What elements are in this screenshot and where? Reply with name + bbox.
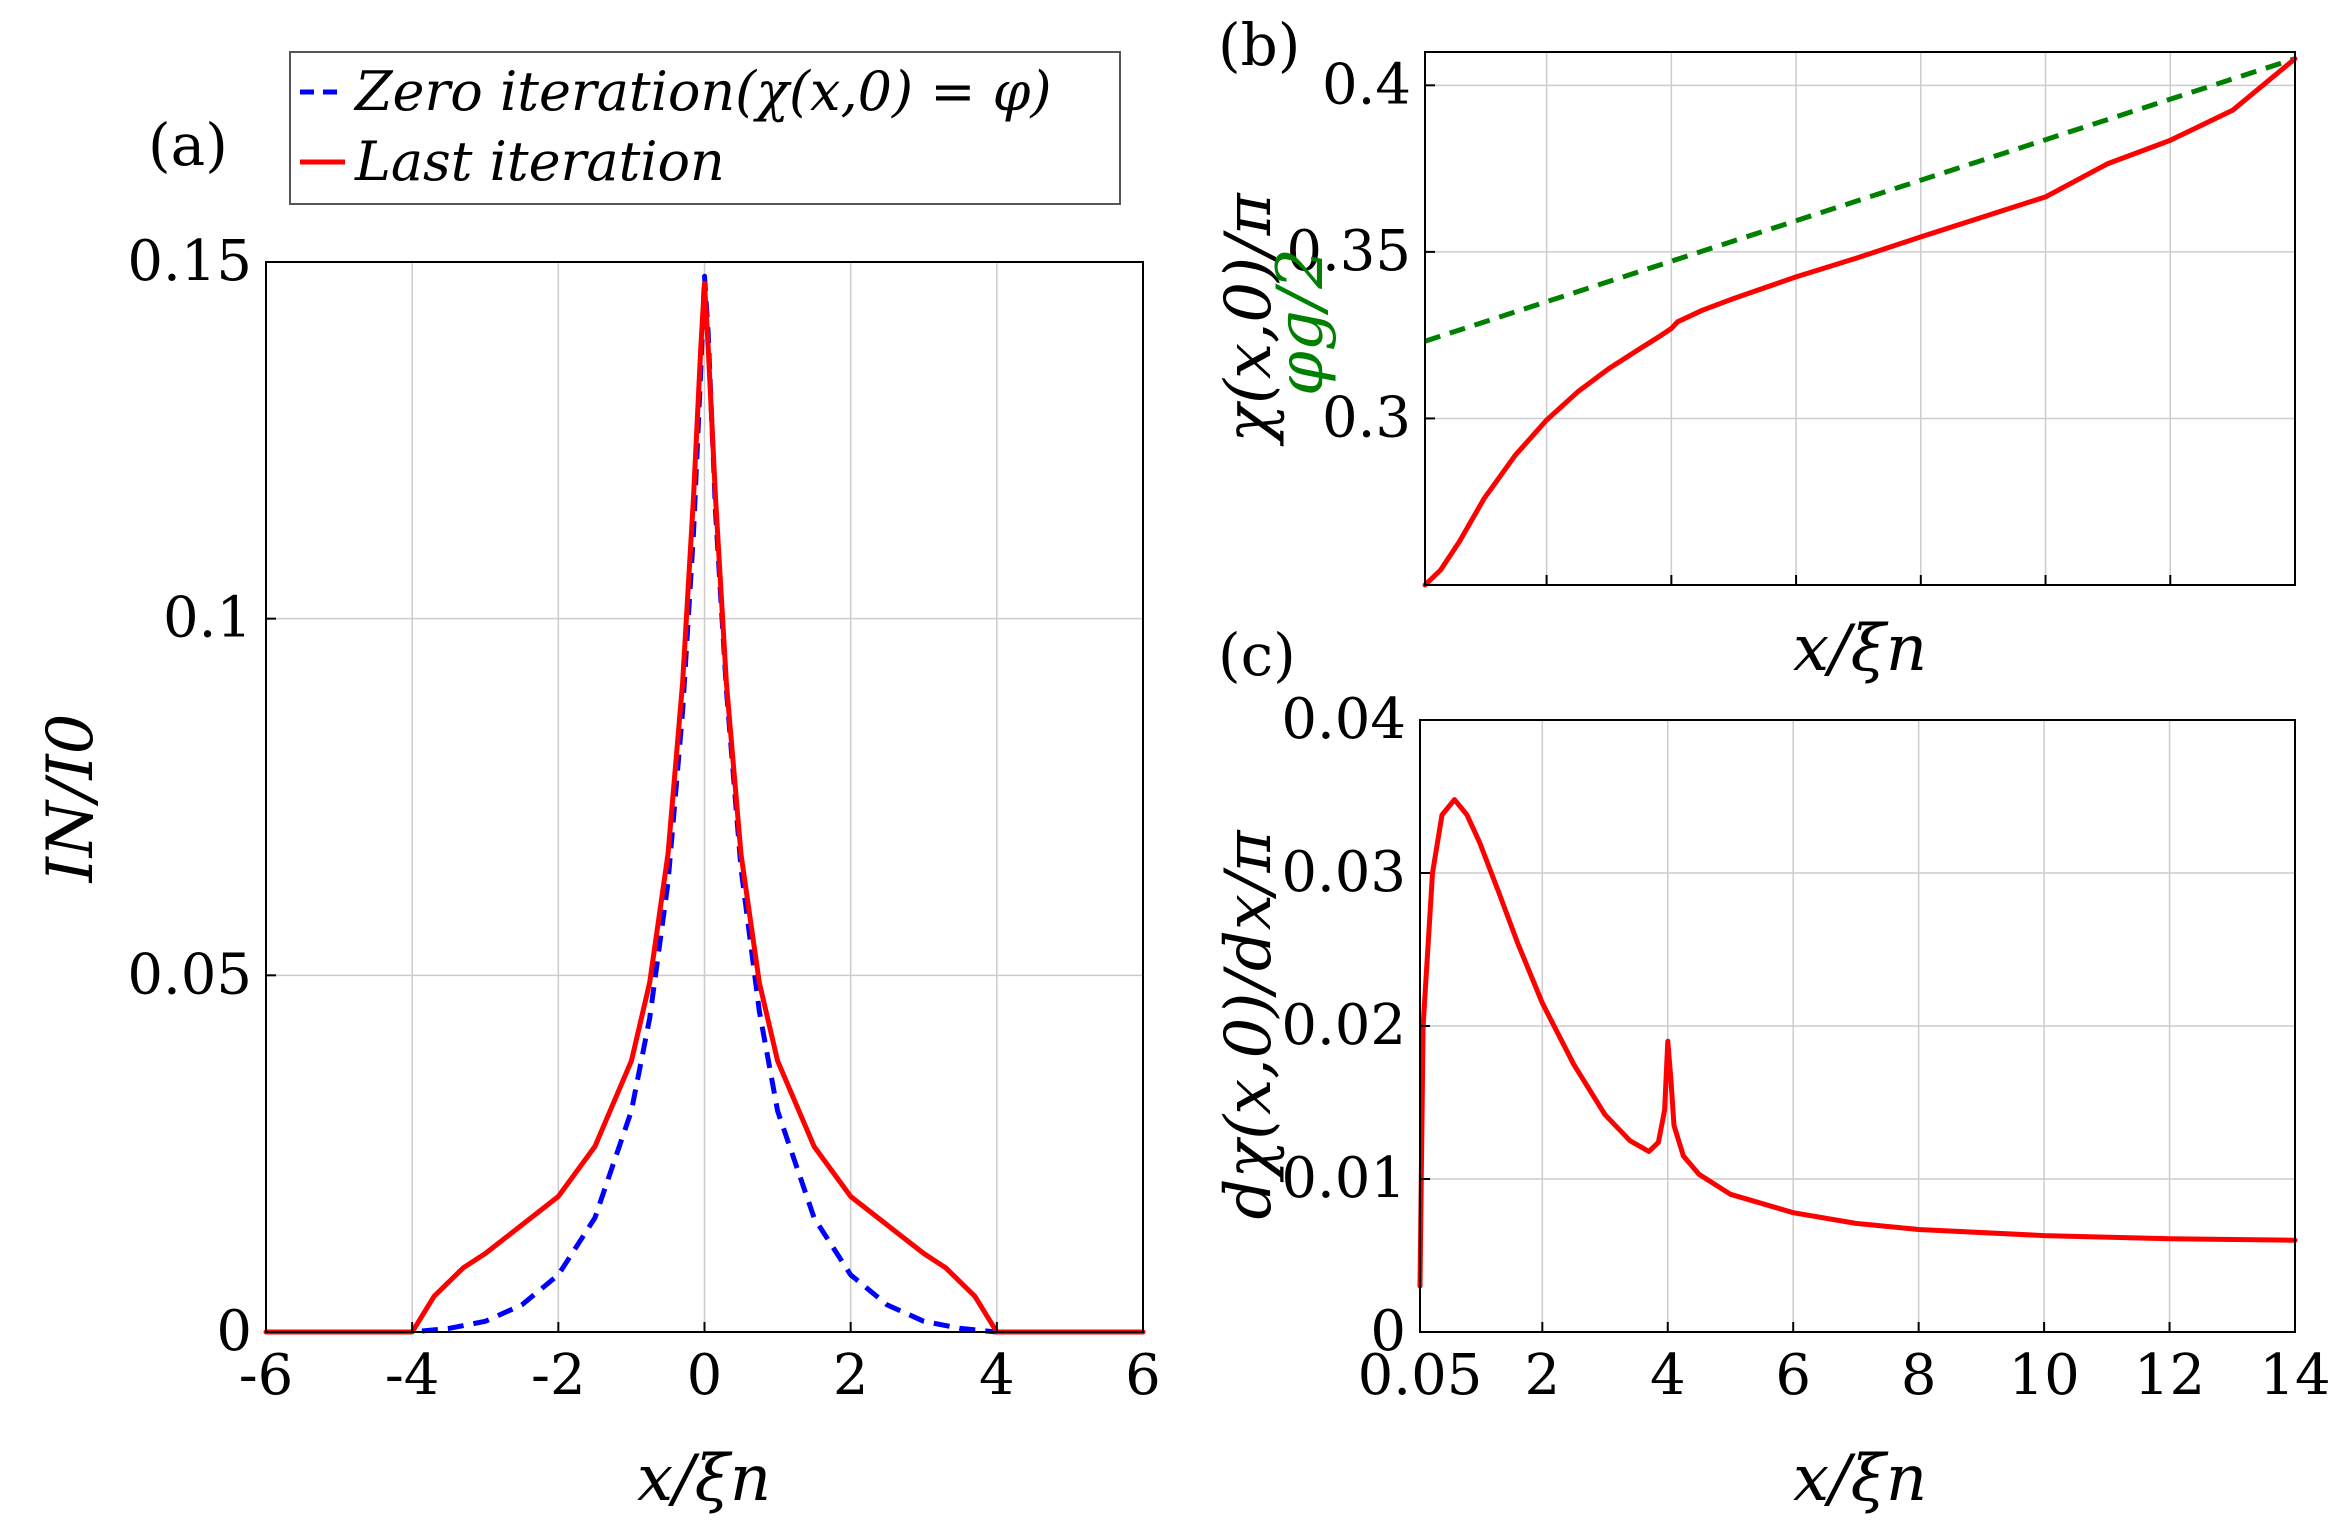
panel-b-frame: [1424, 51, 2296, 586]
panel-a-label: (a): [148, 111, 228, 179]
panel-c-series-d-dx: [1417, 797, 2298, 1289]
panel-b-ytick-label: 0.35: [1286, 219, 1411, 284]
panel-b-ytick-label: 0.3: [1322, 385, 1411, 450]
panel-a-ylabel: IN/I0: [34, 714, 108, 884]
panel-a-xtick-label: 0: [687, 1343, 723, 1408]
panel-c-xtick-label: 10: [2008, 1343, 2079, 1408]
panel-b-xlabel: x/ξn: [1793, 612, 1927, 686]
legend-box: [289, 51, 1121, 205]
legend-label-last: Last iteration: [354, 130, 725, 193]
panel-a-ytick-label: 0: [216, 1299, 252, 1364]
panel-c-ytick-label: 0: [1370, 1299, 1406, 1364]
panel-c-xtick-label: 6: [1775, 1343, 1811, 1408]
panel-b: 0.3 0.35 0.4 (b) x/ξn χ(x,0)/π φg/2: [1212, 11, 2298, 686]
legend-label-zero: Zero iteration(χ(x,0) = φ): [353, 60, 1052, 123]
panel-a-series-last-iteration: [263, 280, 1146, 1335]
panel-c-xtick-label: 2: [1524, 1343, 1560, 1408]
panel-c-ytick-label: 0.02: [1281, 993, 1406, 1058]
panel-c-ylabel: dχ(x,0)/dx/π: [1212, 830, 1286, 1220]
panel-a-ticks: -6 -4 -2 0 2 4 6 0 0.05 0.1 0.15: [127, 229, 1161, 1408]
panel-c-ticks: 0.05 2 4 6 8 10 12 14 0 0.01 0.02 0.03 0.04: [1281, 687, 2330, 1408]
panel-a-grid: [265, 261, 1144, 1333]
panel-c-ytick-label: 0.01: [1281, 1146, 1406, 1211]
panel-c-xtick-label: 8: [1901, 1343, 1937, 1408]
panel-b-label: (b): [1218, 11, 1300, 79]
panel-c-xtick-label: 14: [2259, 1343, 2330, 1408]
panel-c-xtick-label: 0.05: [1358, 1343, 1483, 1408]
panel-a-series-zero-iteration: [266, 273, 1143, 1335]
panel-a: -6 -4 -2 0 2 4 6 0 0.05 0.1 0.15 (a) x/ξn IN/I0 Ze…: [34, 51, 1161, 1516]
panel-c-xtick-label: 4: [1650, 1343, 1686, 1408]
panel-a-xtick-label: 2: [833, 1343, 869, 1408]
panel-b-series-asymptote: [1424, 56, 2296, 344]
panel-a-xtick-label: -2: [531, 1343, 586, 1408]
panel-a-xtick-label: 6: [1125, 1343, 1161, 1408]
panel-c-series: [1417, 797, 2298, 1289]
panel-a-xlabel: x/ξn: [637, 1442, 771, 1516]
legend: Zero iteration(χ(x,0) = φ) Last iteratio…: [289, 51, 1121, 205]
panel-c: 0.05 2 4 6 8 10 12 14 0 0.01 0.02 0.03 0.04 (c) x/ξn…: [1212, 621, 2331, 1516]
panel-c-ytick-label: 0.04: [1281, 687, 1406, 752]
panel-a-xtick-label: -4: [385, 1343, 440, 1408]
panel-b-series--: [1422, 56, 2298, 588]
panel-a-xtick-label: 4: [979, 1343, 1015, 1408]
panel-b-ticks: 0.3 0.35 0.4: [1286, 52, 2296, 585]
panel-c-xlabel: x/ξn: [1793, 1442, 1927, 1516]
panel-a-ytick-label: 0.05: [127, 942, 252, 1007]
panel-c-xtick-label: 12: [2134, 1343, 2205, 1408]
panel-a-ytick-label: 0.1: [163, 586, 252, 651]
panel-b-ytick-label: 0.4: [1322, 52, 1411, 117]
panel-b-ylabel: χ(x,0)/π: [1212, 192, 1286, 446]
panel-a-series: [263, 273, 1146, 1335]
panel-c-label: (c): [1218, 621, 1296, 689]
panel-a-ytick-label: 0.15: [127, 229, 252, 294]
panel-b-annotation: φg/2: [1264, 248, 1338, 396]
panel-b-grid: [1424, 52, 2296, 585]
panel-a-xtick-label: -6: [239, 1343, 294, 1408]
panel-b-series: [1422, 56, 2298, 588]
panel-c-ytick-label: 0.03: [1281, 840, 1406, 905]
